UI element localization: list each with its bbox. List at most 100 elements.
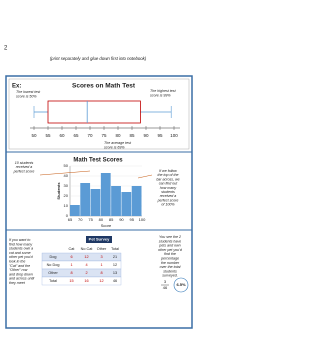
- cell: 15: [69, 279, 73, 283]
- percent-circle: [173, 277, 189, 293]
- bar: [111, 186, 121, 216]
- instruction: (print separately and glue down first in…: [50, 56, 147, 61]
- box-section: [8, 78, 190, 150]
- col-header: Cat: [69, 247, 76, 251]
- x-tick-label: 65: [68, 217, 73, 222]
- annotation: score is 69%: [104, 145, 125, 149]
- arrow: [39, 170, 91, 176]
- annotation: "Cat" and the: [9, 264, 30, 268]
- x-tick-label: 75: [88, 217, 93, 222]
- hist-title: Math Test Scores: [73, 158, 123, 164]
- x-tick-label: 50: [31, 133, 37, 138]
- row-header: Other: [48, 271, 58, 275]
- cell: 8: [70, 271, 72, 275]
- annotation: If we follow: [159, 169, 177, 173]
- annotation: other pet you'd: [158, 248, 183, 252]
- annotation: You see the 2: [159, 235, 181, 239]
- row-header: Total: [49, 279, 57, 283]
- bar: [80, 183, 91, 216]
- annotation: "Other" row: [9, 268, 28, 272]
- annotation: how many: [160, 186, 177, 190]
- fraction-top: 3: [164, 279, 167, 284]
- table-title-bg: [86, 236, 112, 243]
- page: 2 (print separately and glue down first …: [4, 46, 193, 329]
- bar: [100, 173, 111, 216]
- cell: 16: [84, 279, 88, 283]
- col-header: Other: [97, 247, 107, 251]
- annotation: received a: [16, 165, 33, 169]
- annotation: score is 99%: [150, 93, 171, 97]
- annotation: can find out: [159, 182, 179, 186]
- x-axis-label: Score: [101, 223, 112, 228]
- x-tick-label: 100: [170, 133, 178, 138]
- annotation: The average test: [104, 141, 132, 145]
- bar: [90, 189, 101, 216]
- cell: 12: [84, 255, 88, 259]
- annotation: of 100%: [161, 203, 175, 207]
- bar: [121, 192, 132, 216]
- x-tick-label: 75: [101, 133, 107, 138]
- x-tick-label: 80: [115, 133, 121, 138]
- x-tick-label: 85: [129, 133, 135, 138]
- row-header: No Dog: [47, 263, 60, 267]
- annotation: other pet you'd: [9, 255, 34, 259]
- col-header: No Cat: [81, 247, 94, 251]
- y-tick-label: 40: [64, 173, 69, 178]
- x-tick-label: 90: [143, 133, 149, 138]
- annotation: the number: [161, 261, 180, 265]
- annotation: pets and own: [158, 244, 180, 248]
- bar: [131, 186, 142, 216]
- row-header: Dog: [50, 255, 57, 259]
- annotation: surveyed.: [162, 274, 178, 278]
- y-tick-label: 50: [64, 163, 69, 168]
- cell: 13: [113, 271, 117, 275]
- annotation: If you want to: [9, 238, 30, 242]
- x-tick-label: 70: [78, 217, 83, 222]
- annotation: The lowest test: [16, 90, 41, 94]
- percent: 6.5%: [176, 282, 186, 287]
- x-tick-label: 90: [119, 217, 124, 222]
- y-tick-label: 0: [66, 213, 69, 218]
- x-tick-label: 80: [99, 217, 104, 222]
- y-tick-label: 30: [64, 183, 69, 188]
- annotation: percentage: [160, 256, 179, 260]
- annotation: cat and some: [9, 251, 31, 255]
- annotation: students own a: [9, 247, 33, 251]
- annotation: students have: [159, 239, 181, 243]
- cell: 8: [100, 271, 102, 275]
- cell: 12: [113, 263, 117, 267]
- table-title: Pet Survey: [89, 237, 110, 242]
- x-tick-label: 95: [157, 133, 163, 138]
- annotation: bar across, we: [156, 177, 179, 181]
- fraction-bottom: 46: [163, 285, 168, 290]
- annotation: and drop down: [9, 272, 33, 276]
- annotation: look in the: [9, 259, 25, 263]
- annotation: find how many: [9, 242, 32, 246]
- cell: 1: [70, 263, 72, 267]
- x-tick-label: 55: [45, 133, 51, 138]
- cell: 4: [85, 263, 87, 267]
- annotation: find the: [164, 252, 176, 256]
- annotation: perfect score: [157, 198, 179, 202]
- col-header: Total: [111, 247, 119, 251]
- x-tick-label: 95: [129, 217, 134, 222]
- annotation: the top of the: [158, 173, 179, 177]
- annotation: students: [163, 269, 177, 273]
- cell: 21: [113, 255, 117, 259]
- cell: 12: [99, 279, 103, 283]
- example-label: Ex:: [12, 84, 21, 90]
- annotation: received a: [160, 194, 177, 198]
- cell: 2: [85, 271, 87, 275]
- row-bg: [41, 276, 122, 286]
- annotation: students: [161, 190, 175, 194]
- box-title: Scores on Math Test: [72, 83, 136, 90]
- y-tick-label: 20: [64, 193, 69, 198]
- page-number: 2: [4, 46, 8, 52]
- cell: 46: [113, 279, 117, 283]
- annotation: they meet: [9, 281, 26, 285]
- annotation: 10 students: [15, 161, 34, 165]
- box: [47, 100, 141, 124]
- annotation: The highest test: [150, 89, 177, 93]
- cell: 3: [100, 255, 102, 259]
- arrow: [137, 174, 153, 179]
